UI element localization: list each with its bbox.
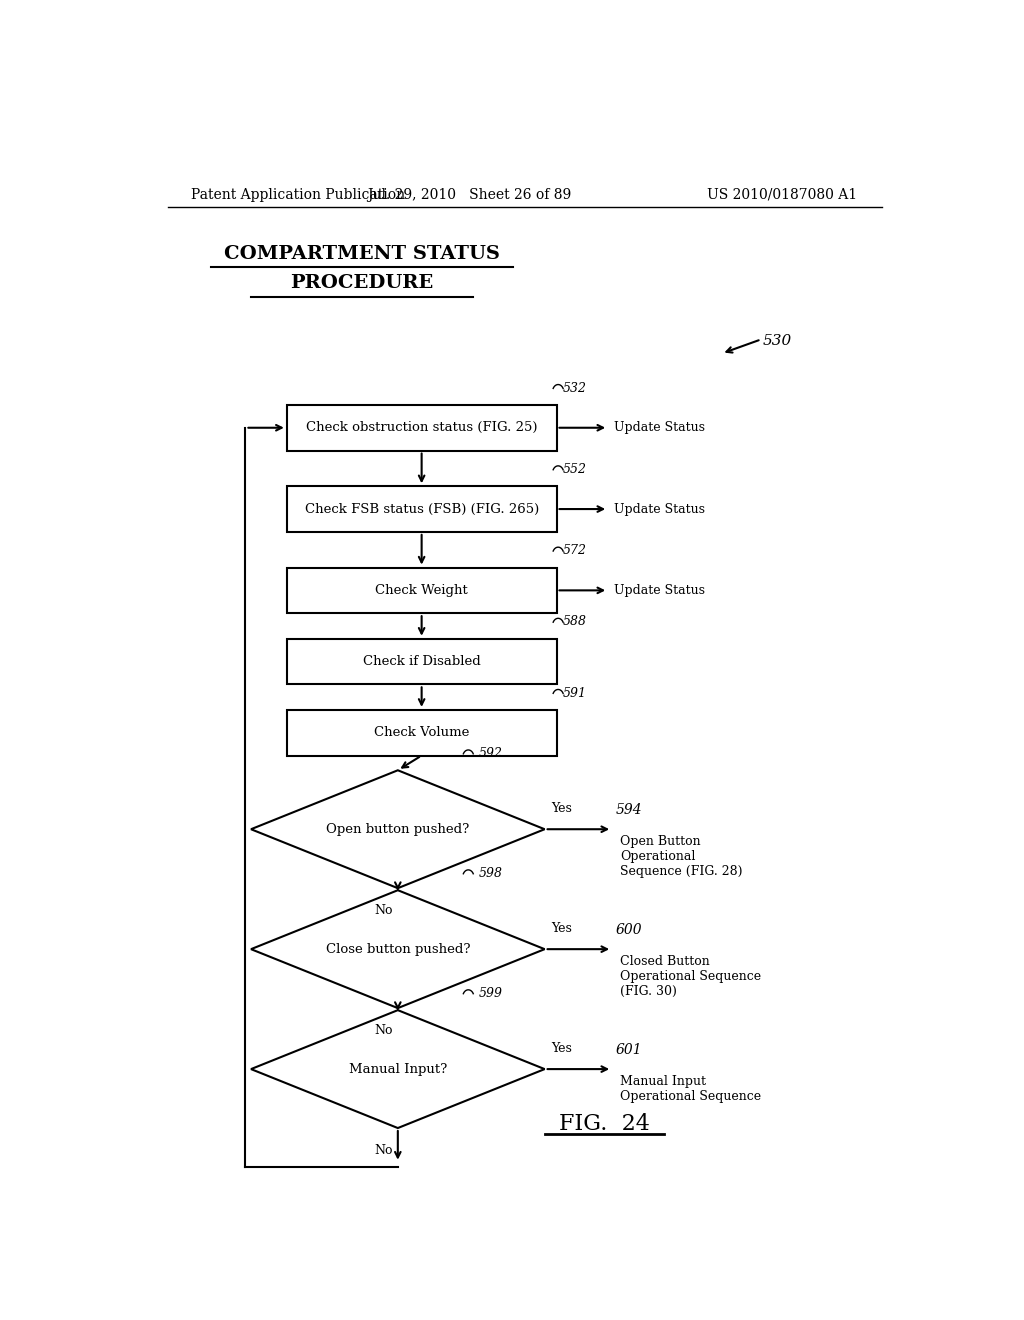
Text: Update Status: Update Status xyxy=(613,503,705,516)
Text: Yes: Yes xyxy=(551,803,571,814)
Text: 552: 552 xyxy=(563,463,587,477)
Text: Closed Button
Operational Sequence
(FIG. 30): Closed Button Operational Sequence (FIG.… xyxy=(620,956,761,998)
Text: 588: 588 xyxy=(563,615,587,628)
Polygon shape xyxy=(251,890,545,1008)
Text: COMPARTMENT STATUS: COMPARTMENT STATUS xyxy=(224,246,500,263)
Text: 530: 530 xyxy=(763,334,793,348)
Text: 598: 598 xyxy=(478,867,503,880)
Text: Open button pushed?: Open button pushed? xyxy=(327,822,469,836)
Text: US 2010/0187080 A1: US 2010/0187080 A1 xyxy=(708,187,857,202)
Text: Check Weight: Check Weight xyxy=(375,583,468,597)
Text: PROCEDURE: PROCEDURE xyxy=(291,275,434,293)
Text: Check Volume: Check Volume xyxy=(374,726,469,739)
Text: 572: 572 xyxy=(563,544,587,557)
Text: 591: 591 xyxy=(563,686,587,700)
Text: Open Button
Operational
Sequence (FIG. 28): Open Button Operational Sequence (FIG. 2… xyxy=(620,836,742,878)
Text: 532: 532 xyxy=(563,381,587,395)
Text: Check FSB status (FSB) (FIG. 265): Check FSB status (FSB) (FIG. 265) xyxy=(304,503,539,516)
Text: 592: 592 xyxy=(478,747,503,760)
Text: No: No xyxy=(375,1024,393,1038)
Polygon shape xyxy=(251,771,545,888)
Text: 599: 599 xyxy=(478,987,503,1001)
Text: Yes: Yes xyxy=(551,1041,571,1055)
Text: Update Status: Update Status xyxy=(613,583,705,597)
Text: FIG.  24: FIG. 24 xyxy=(559,1113,649,1135)
Text: Update Status: Update Status xyxy=(613,421,705,434)
Text: No: No xyxy=(375,1144,393,1158)
FancyBboxPatch shape xyxy=(287,568,557,614)
Text: Patent Application Publication: Patent Application Publication xyxy=(191,187,406,202)
FancyBboxPatch shape xyxy=(287,486,557,532)
Text: Close button pushed?: Close button pushed? xyxy=(326,942,470,956)
FancyBboxPatch shape xyxy=(287,710,557,755)
Text: 594: 594 xyxy=(616,803,643,817)
FancyBboxPatch shape xyxy=(287,405,557,450)
Text: Jul. 29, 2010   Sheet 26 of 89: Jul. 29, 2010 Sheet 26 of 89 xyxy=(368,187,571,202)
Text: No: No xyxy=(375,904,393,917)
FancyBboxPatch shape xyxy=(287,639,557,684)
Text: Manual Input?: Manual Input? xyxy=(349,1063,446,1076)
Text: 600: 600 xyxy=(616,923,643,937)
Text: 601: 601 xyxy=(616,1043,643,1057)
Text: Check obstruction status (FIG. 25): Check obstruction status (FIG. 25) xyxy=(306,421,538,434)
Polygon shape xyxy=(251,1010,545,1129)
Text: Check if Disabled: Check if Disabled xyxy=(362,655,480,668)
Text: Manual Input
Operational Sequence: Manual Input Operational Sequence xyxy=(620,1076,761,1104)
Text: Yes: Yes xyxy=(551,921,571,935)
